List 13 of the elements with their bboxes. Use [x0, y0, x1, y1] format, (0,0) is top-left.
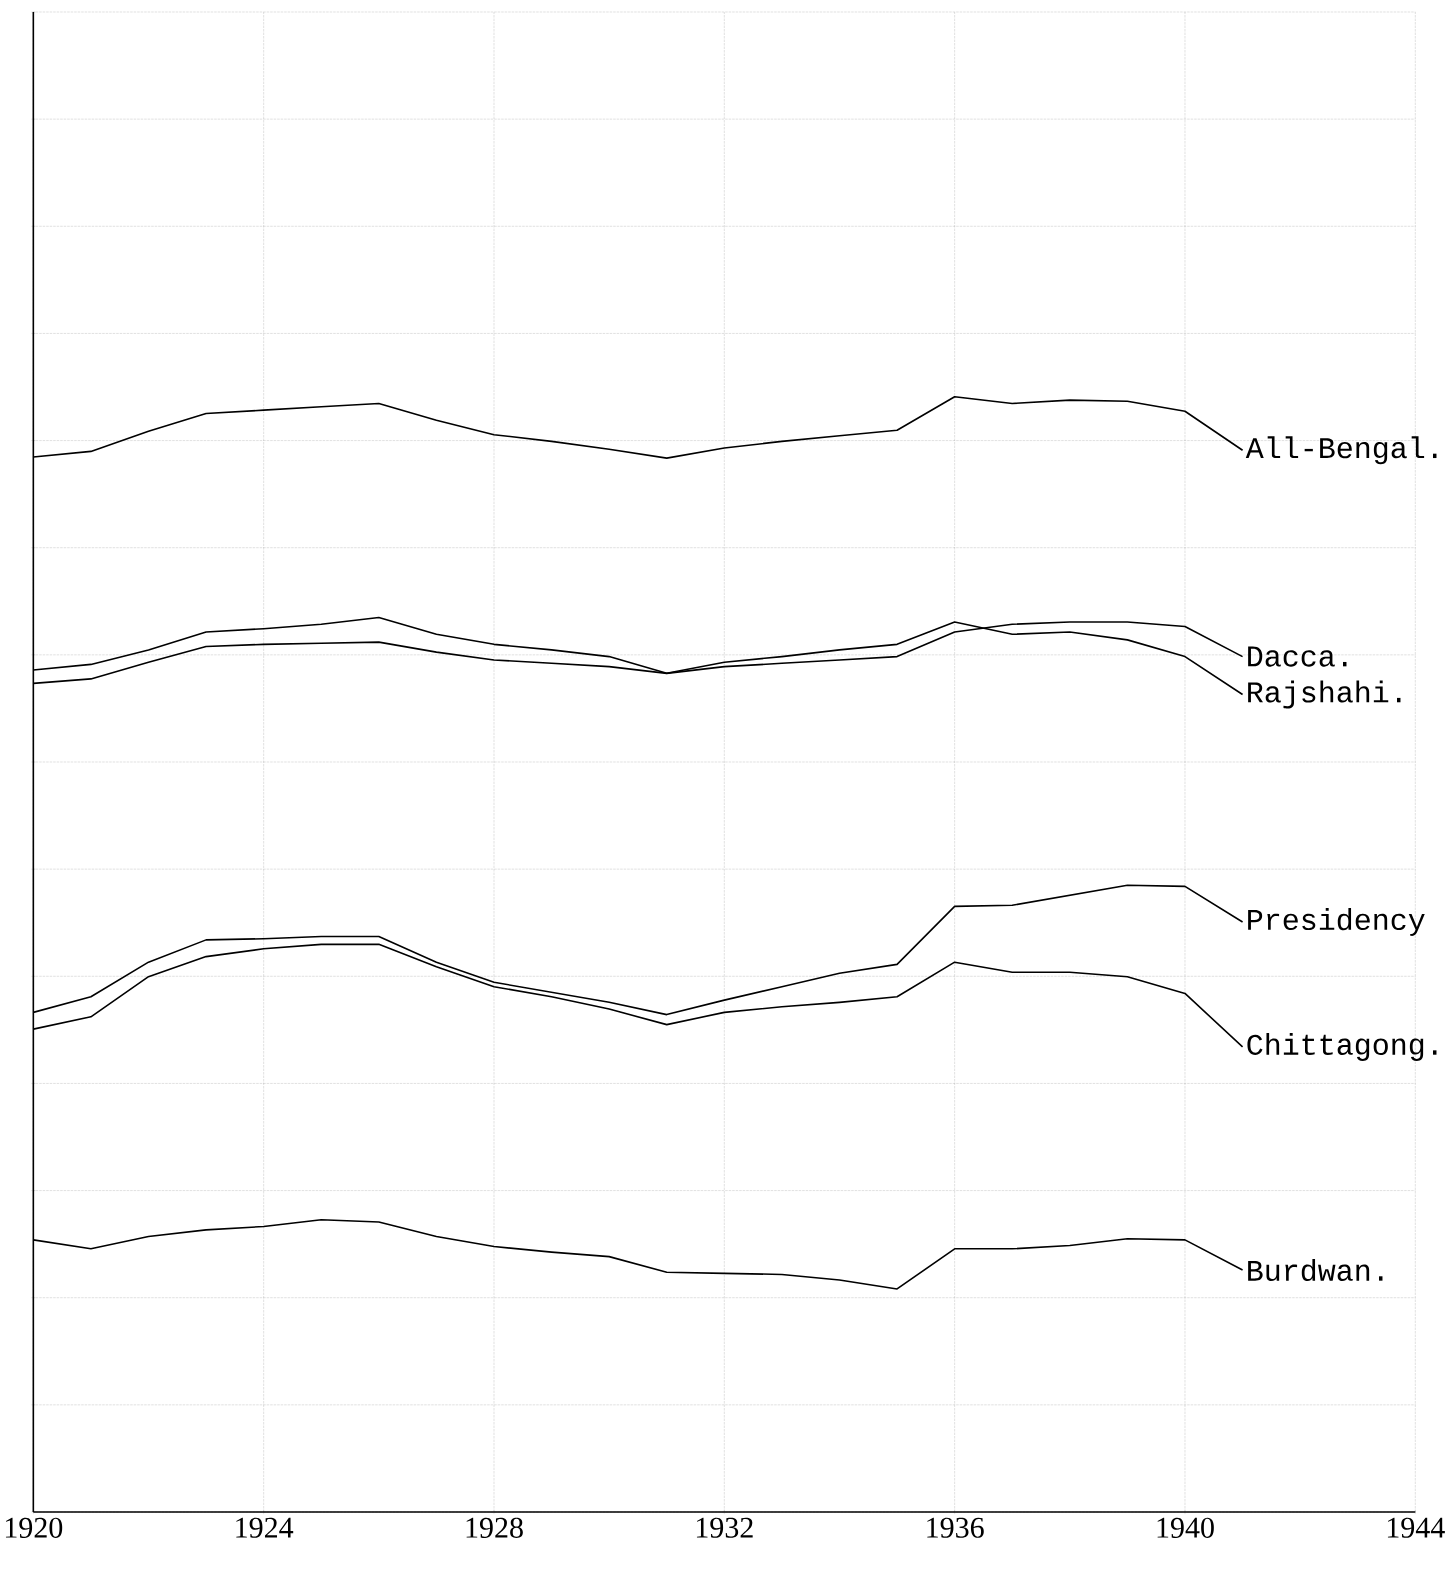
x-tick-label: 1924 [236, 1517, 294, 1538]
x-tick-label: 1920 [5, 1517, 63, 1538]
x-tick-label: 1932 [696, 1517, 753, 1538]
x-tick-label: 1928 [466, 1517, 523, 1538]
x-tick-label: 1936 [927, 1517, 984, 1538]
series-label: Chittagong. [1247, 1032, 1437, 1061]
series-label: Burdwan. [1247, 1258, 1383, 1282]
x-tick-label: 1944 [1387, 1517, 1445, 1538]
x-tick-label: 1940 [1157, 1517, 1214, 1538]
series-label: All-Bengal. [1245, 436, 1437, 465]
series-label: Presidency [1247, 908, 1425, 937]
series-label: Rajshahi. [1247, 680, 1401, 709]
series-label: Dacca. [1247, 646, 1347, 667]
